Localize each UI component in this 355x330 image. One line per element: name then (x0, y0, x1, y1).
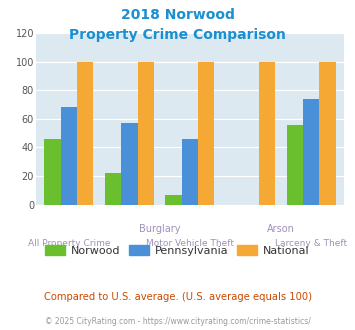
Text: Motor Vehicle Theft: Motor Vehicle Theft (146, 239, 234, 248)
Bar (182, 139, 198, 205)
Text: Compared to U.S. average. (U.S. average equals 100): Compared to U.S. average. (U.S. average … (44, 292, 311, 302)
Legend: Norwood, Pennsylvania, National: Norwood, Pennsylvania, National (41, 240, 314, 260)
Bar (44, 139, 61, 205)
Bar (259, 62, 275, 205)
Text: Burglary: Burglary (139, 224, 180, 234)
Bar (303, 99, 319, 205)
Bar (77, 62, 93, 205)
Bar (286, 124, 303, 205)
Text: Larceny & Theft: Larceny & Theft (275, 239, 347, 248)
Text: All Property Crime: All Property Crime (28, 239, 110, 248)
Text: Arson: Arson (267, 224, 295, 234)
Bar (137, 62, 154, 205)
Bar (165, 195, 182, 205)
Bar (121, 123, 137, 205)
Bar (105, 173, 121, 205)
Bar (61, 107, 77, 205)
Text: 2018 Norwood: 2018 Norwood (121, 8, 234, 22)
Text: Property Crime Comparison: Property Crime Comparison (69, 28, 286, 42)
Text: © 2025 CityRating.com - https://www.cityrating.com/crime-statistics/: © 2025 CityRating.com - https://www.city… (45, 317, 310, 326)
Bar (198, 62, 214, 205)
Bar (319, 62, 335, 205)
